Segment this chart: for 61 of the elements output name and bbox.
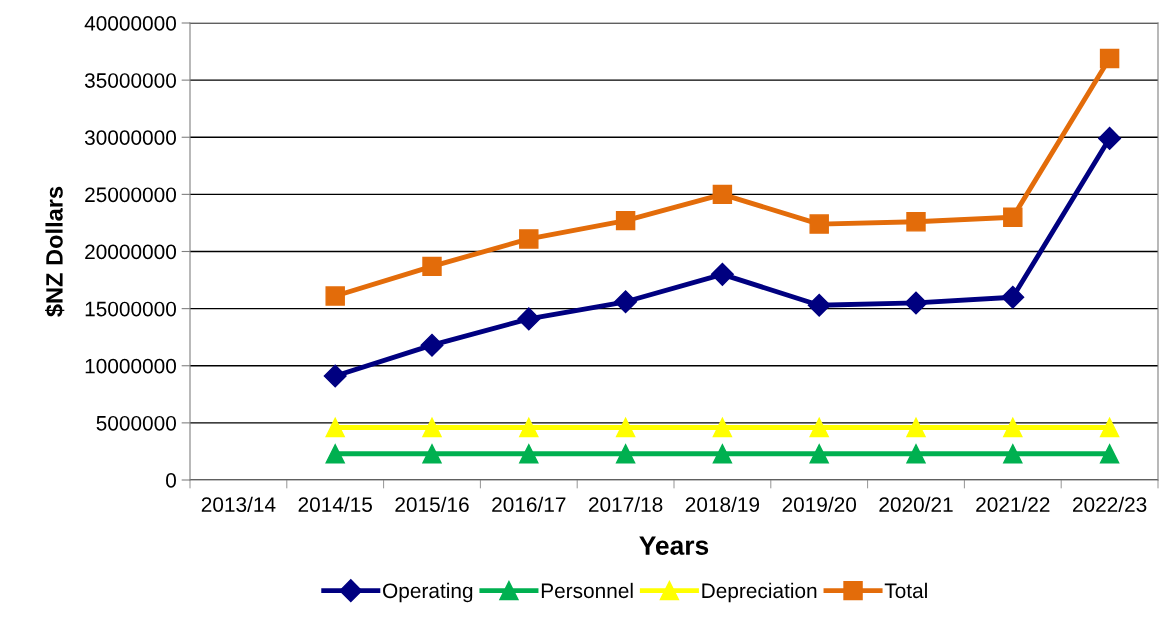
x-tick-label: 2017/18 — [589, 496, 663, 512]
point — [420, 333, 444, 357]
y-tick-label: 10000000 — [85, 358, 176, 374]
legend-label: Total — [884, 582, 927, 599]
point — [422, 417, 442, 438]
point — [1001, 285, 1025, 309]
point — [615, 443, 636, 464]
point — [422, 256, 442, 277]
y-tick-label: 15000000 — [85, 301, 176, 317]
point — [517, 307, 541, 331]
y-tick-label: 30000000 — [84, 130, 176, 145]
x-axis-title: Years — [639, 536, 709, 555]
point — [1003, 417, 1023, 438]
point — [712, 184, 733, 205]
point — [615, 210, 636, 231]
x-tick-label: 2021/22 — [976, 496, 1050, 512]
point — [422, 443, 442, 464]
point — [1099, 443, 1120, 464]
point — [1099, 417, 1120, 438]
y-tick-label: 40000000 — [84, 16, 176, 31]
legend-label: Personnel — [541, 582, 633, 599]
point — [710, 262, 734, 286]
point — [519, 443, 539, 464]
point — [519, 229, 539, 249]
point — [906, 212, 926, 232]
point — [904, 291, 928, 315]
point — [1003, 207, 1023, 227]
point — [809, 443, 829, 464]
x-tick-label: 2019/20 — [782, 496, 857, 512]
point — [323, 364, 347, 388]
point — [325, 443, 345, 464]
legend-label: Depreciation — [702, 582, 817, 603]
x-tick-label: 2015/16 — [395, 496, 469, 512]
y-tick-label: 5000000 — [96, 415, 176, 431]
point — [325, 286, 345, 306]
point — [1003, 443, 1023, 464]
point — [614, 290, 638, 314]
y-axis-title: $NZ Dollars — [45, 186, 65, 317]
y-tick-label: 25000000 — [85, 187, 176, 203]
x-tick-label: 2020/21 — [879, 496, 953, 512]
x-tick-label: 2014/15 — [298, 496, 372, 512]
x-tick-label: 2013/14 — [201, 496, 276, 512]
point — [809, 417, 829, 438]
point — [712, 443, 733, 464]
legend-label: Operating — [383, 582, 473, 603]
x-tick-label: 2022/23 — [1073, 496, 1147, 512]
y-tick-label: 0 — [166, 473, 176, 488]
point — [519, 417, 539, 438]
x-tick-label: 2016/17 — [492, 496, 566, 512]
point — [807, 293, 831, 317]
point — [906, 417, 926, 438]
point — [615, 417, 636, 438]
point — [809, 214, 829, 234]
point — [712, 417, 733, 438]
x-tick-label: 2018/19 — [685, 496, 760, 512]
point — [1099, 48, 1120, 69]
point — [325, 417, 345, 438]
y-tick-label: 35000000 — [84, 73, 176, 88]
y-tick-label: 20000000 — [85, 244, 176, 260]
point — [1098, 126, 1122, 150]
point — [906, 443, 926, 464]
